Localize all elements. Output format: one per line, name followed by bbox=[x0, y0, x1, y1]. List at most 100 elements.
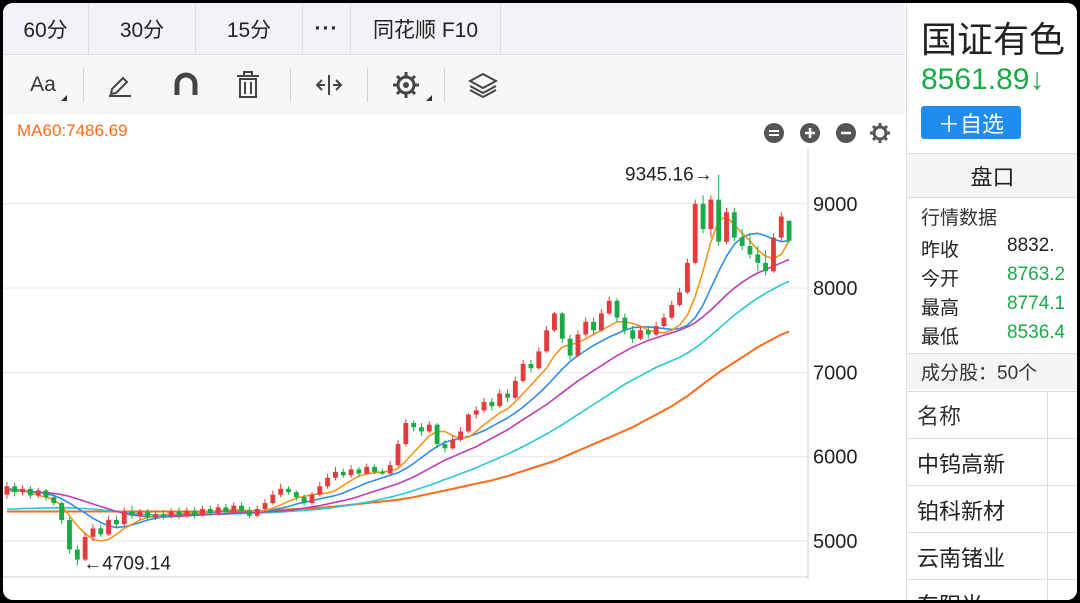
candle-body bbox=[684, 262, 690, 293]
stock-price: 8561.89↓ bbox=[921, 63, 1045, 96]
add-watchlist-button[interactable]: ＋自选 bbox=[921, 106, 1021, 139]
split-button[interactable] bbox=[291, 55, 367, 115]
candle-body bbox=[778, 216, 784, 238]
candle-body bbox=[12, 486, 18, 493]
candle-body bbox=[692, 203, 698, 263]
candle-body bbox=[82, 536, 88, 560]
period-tabs: 60分 30分 15分 ··· 同花顺 F10 显示 画线 bbox=[3, 3, 996, 600]
zoom-out-icon[interactable] bbox=[835, 122, 857, 144]
candle-body bbox=[426, 424, 432, 432]
candle-body bbox=[51, 497, 57, 504]
candle-body bbox=[113, 519, 119, 525]
candle-body bbox=[716, 199, 722, 242]
list-item[interactable]: 铂科新材 bbox=[907, 487, 1077, 533]
y-tick-label: 6000 bbox=[813, 447, 858, 469]
pen-icon bbox=[109, 76, 131, 97]
candle-body bbox=[419, 427, 424, 432]
candle-body bbox=[638, 330, 643, 339]
layers-icon bbox=[468, 72, 498, 98]
list-item[interactable]: 云南锗业 bbox=[907, 534, 1077, 580]
candle-body bbox=[207, 509, 213, 514]
corner-arrow-icon bbox=[61, 95, 67, 101]
toolbar-divider bbox=[444, 68, 445, 102]
candle-body bbox=[528, 364, 534, 369]
candle-body bbox=[606, 300, 612, 314]
candle-body bbox=[591, 321, 596, 331]
layers-button[interactable] bbox=[445, 55, 521, 115]
quote-label-low: 最低 bbox=[921, 327, 960, 348]
candle-body bbox=[379, 471, 385, 474]
candle-body bbox=[67, 519, 72, 550]
stock-name: 国证有色 bbox=[921, 19, 1066, 60]
more-tabs-button[interactable]: ··· bbox=[303, 3, 351, 54]
candle-body bbox=[395, 444, 401, 466]
kline-chart[interactable]: 5000 6000 7000 8000 9000 9345.16→ ←4709.14 bbox=[3, 149, 908, 579]
candle-body bbox=[747, 245, 753, 255]
list-item[interactable]: 东阳光 bbox=[907, 581, 1077, 601]
candle-body bbox=[309, 494, 315, 504]
settings-button[interactable] bbox=[368, 55, 444, 115]
tab-pankou[interactable]: 盘口 bbox=[907, 153, 1077, 198]
font-button[interactable]: Aa bbox=[3, 55, 83, 115]
candle-body bbox=[731, 212, 737, 238]
candle-body bbox=[645, 330, 651, 335]
quote-label-prev-close: 昨收 bbox=[921, 240, 960, 261]
tab-30min[interactable]: 30分 bbox=[89, 3, 196, 54]
pen-button[interactable] bbox=[84, 55, 156, 115]
candle-body bbox=[458, 431, 463, 440]
candle-body bbox=[520, 364, 526, 381]
candle-body bbox=[552, 313, 557, 331]
candle-body bbox=[614, 300, 620, 318]
candle-body bbox=[669, 304, 675, 318]
collapse-icon[interactable] bbox=[763, 122, 785, 144]
candle-body bbox=[622, 317, 628, 331]
candle-body bbox=[700, 203, 706, 230]
candle-body bbox=[231, 505, 237, 512]
y-tick-label: 9000 bbox=[813, 194, 858, 216]
candle-body bbox=[403, 423, 409, 445]
candle-body bbox=[168, 511, 174, 516]
candle-body bbox=[677, 292, 683, 305]
chart-settings-gear-icon[interactable] bbox=[869, 122, 891, 144]
candle-body bbox=[653, 326, 659, 335]
price-axis: 5000 6000 7000 8000 9000 bbox=[813, 194, 858, 553]
magnet-icon bbox=[174, 72, 198, 95]
font-label: Aa bbox=[30, 73, 56, 96]
candle-body bbox=[583, 321, 589, 335]
candle-body bbox=[145, 511, 151, 518]
tab-60min[interactable]: 60分 bbox=[3, 3, 89, 54]
candle-body bbox=[387, 465, 393, 474]
candle-body bbox=[372, 466, 377, 472]
candle-body bbox=[317, 486, 323, 495]
candle-body bbox=[262, 503, 268, 510]
candle-body bbox=[708, 199, 714, 230]
split-arrows-icon bbox=[315, 75, 343, 95]
candle-body bbox=[59, 503, 65, 520]
list-item[interactable]: 中钨高新 bbox=[907, 440, 1077, 486]
quote-value-open: 8763.2 bbox=[1007, 264, 1066, 285]
candle-body bbox=[364, 466, 370, 474]
candle-body bbox=[176, 511, 182, 516]
zoom-in-icon[interactable] bbox=[799, 122, 821, 144]
candle-body bbox=[160, 514, 166, 516]
candle-body bbox=[630, 330, 636, 339]
magnet-button[interactable] bbox=[156, 55, 216, 115]
candle-body bbox=[246, 510, 252, 516]
candle-body bbox=[411, 423, 417, 428]
delete-button[interactable] bbox=[216, 55, 280, 115]
ma60-line bbox=[6, 330, 790, 513]
candle-body bbox=[215, 507, 221, 514]
ma5-line bbox=[6, 215, 790, 542]
candle-body bbox=[755, 254, 761, 263]
candle-body bbox=[497, 393, 503, 407]
candle-body bbox=[489, 401, 495, 407]
drawing-toolbar: Aa bbox=[3, 55, 905, 115]
tab-15min[interactable]: 15分 bbox=[196, 3, 303, 54]
candle-body bbox=[192, 510, 198, 515]
quote-value-prev-close: 8832. bbox=[1007, 235, 1055, 256]
min-price-annotation: ←4709.14 bbox=[83, 554, 171, 575]
tab-f10[interactable]: 同花顺 F10 bbox=[351, 3, 501, 54]
candle-body bbox=[223, 507, 229, 512]
quote-panel: 国证有色 8561.89↓ ＋自选 盘口 行情数据 昨收 8832. 今开 87… bbox=[906, 3, 1077, 600]
candle-body bbox=[481, 401, 487, 411]
